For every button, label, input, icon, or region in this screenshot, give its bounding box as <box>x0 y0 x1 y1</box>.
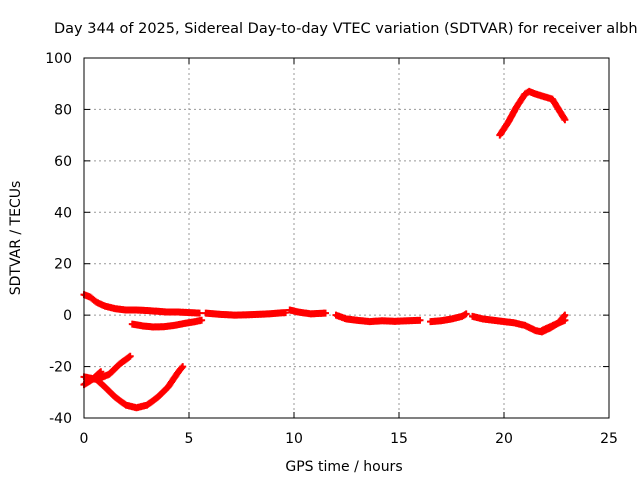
y-tick-label: 40 <box>54 205 72 221</box>
chart-title: Day 344 of 2025, Sidereal Day-to-day VTE… <box>54 21 638 37</box>
series-arc-a <box>80 291 203 317</box>
series-arc-d <box>286 306 329 318</box>
y-tick-label: 80 <box>54 102 72 118</box>
series-arc-h <box>538 316 569 335</box>
data-point <box>561 116 569 124</box>
data-point <box>322 309 329 317</box>
series-arc-k <box>80 363 187 412</box>
series-arc-e <box>332 311 424 326</box>
data-point <box>282 309 290 317</box>
data-point <box>179 363 187 371</box>
y-tick-label: 100 <box>45 51 72 67</box>
data-point <box>198 316 206 324</box>
x-tick-label: 20 <box>495 431 513 447</box>
data-points <box>80 87 569 412</box>
y-tick-label: 60 <box>54 154 72 170</box>
data-point <box>126 352 134 360</box>
data-point <box>416 316 424 324</box>
y-tick-label: -20 <box>49 360 72 376</box>
data-point <box>462 310 470 318</box>
y-tick-label: 20 <box>54 257 72 273</box>
x-tick-label: 15 <box>390 431 408 447</box>
series-arc-f <box>427 310 470 326</box>
grid-lines <box>84 58 609 418</box>
data-point <box>178 364 186 372</box>
y-axis-label: SDTVAR / TECUs <box>8 181 24 296</box>
series-arc-i <box>496 87 569 139</box>
data-point <box>196 309 203 317</box>
y-tick-label: 0 <box>63 308 72 324</box>
series-arc-j <box>80 352 134 389</box>
data-point <box>561 316 569 324</box>
x-axis-label: GPS time / hours <box>285 459 402 475</box>
x-tick-label: 10 <box>285 431 303 447</box>
x-tick-label: 25 <box>600 431 618 447</box>
series-arc-c <box>202 309 290 319</box>
x-tick-label: 0 <box>80 431 89 447</box>
series-arc-b <box>128 316 206 331</box>
axis-ticks: 0 5 10 15 20 25 -40 -20 0 20 40 60 80 100 <box>45 51 618 447</box>
plot-frame <box>83 57 610 419</box>
y-tick-label: -40 <box>49 411 72 427</box>
x-tick-label: 5 <box>185 431 194 447</box>
